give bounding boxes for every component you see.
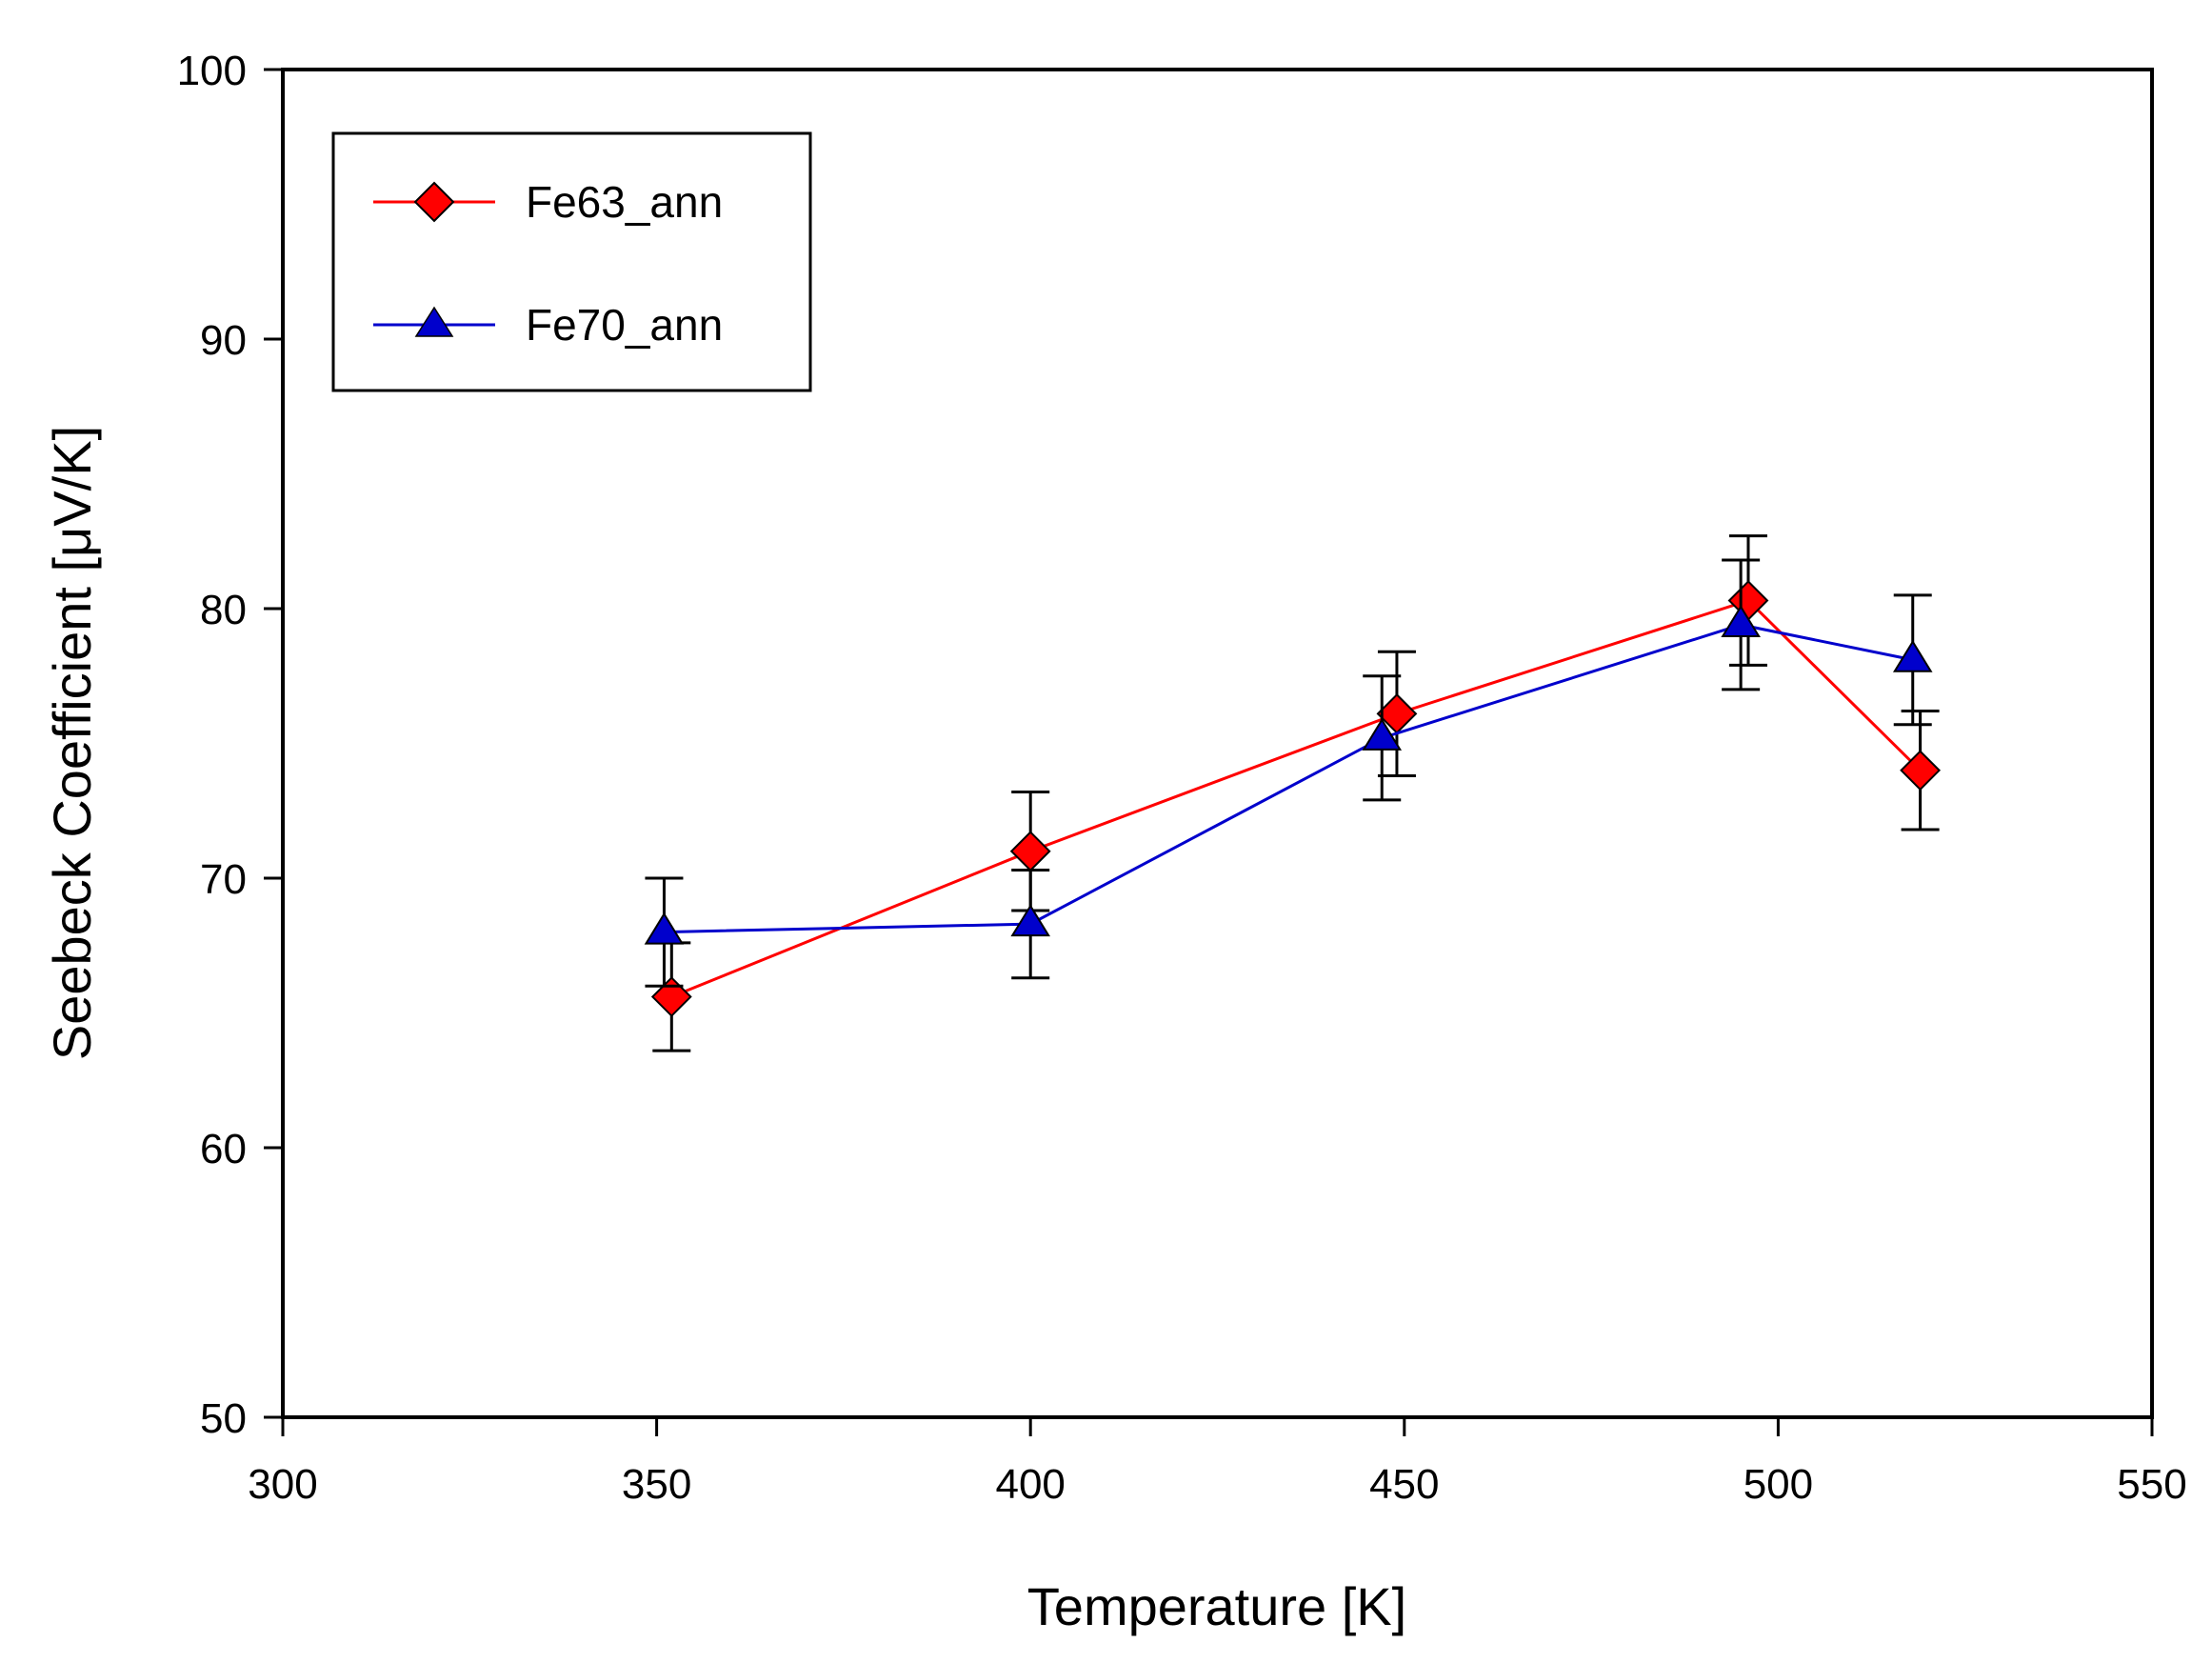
data-point-fe70-ann [1362, 717, 1403, 751]
x-tick-label: 350 [622, 1461, 691, 1508]
y-tick-label: 100 [177, 48, 247, 94]
data-point-fe70-ann [644, 912, 685, 945]
data-point-fe63-ann [650, 976, 692, 1017]
series-line-fe70-ann [664, 623, 1914, 934]
x-tick-label: 550 [2117, 1461, 2186, 1508]
x-tick-label: 500 [1744, 1461, 1813, 1508]
data-point-fe70-ann [1721, 605, 1761, 637]
series-fe63-ann [650, 534, 1942, 1052]
y-tick-label: 80 [200, 587, 247, 633]
legend-marker-fe70 [414, 306, 454, 337]
legend-label-fe70: Fe70_ann [526, 300, 723, 350]
data-point-fe70-ann [1010, 904, 1050, 937]
y-tick-label: 50 [200, 1395, 247, 1442]
plot-frame [281, 68, 2154, 1419]
legend-box [331, 131, 812, 392]
y-tick-label: 60 [200, 1126, 247, 1172]
y-tick-label: 70 [200, 856, 247, 903]
axis-ticks: 300 350 400 450 500 550 50 60 70 80 90 100 [177, 48, 2187, 1508]
legend: Fe63_ann Fe70_ann [331, 131, 812, 392]
series-fe70-ann [644, 558, 1933, 988]
data-point-fe63-ann [1900, 750, 1942, 791]
legend-marker-fe63 [413, 181, 455, 223]
series-line-fe63-ann [670, 598, 1922, 998]
data-point-fe63-ann [1009, 831, 1051, 872]
x-tick-label: 300 [248, 1461, 317, 1508]
legend-label-fe63: Fe63_ann [526, 177, 723, 227]
x-tick-label: 400 [995, 1461, 1065, 1508]
y-tick-label: 90 [200, 317, 247, 364]
series-layer [644, 534, 1942, 1052]
y-axis-title: Seebeck Coefficient [μV/K] [42, 426, 102, 1060]
x-axis-title: Temperature [K] [1027, 1576, 1406, 1636]
x-tick-label: 450 [1369, 1461, 1439, 1508]
data-point-fe70-ann [1892, 639, 1933, 672]
